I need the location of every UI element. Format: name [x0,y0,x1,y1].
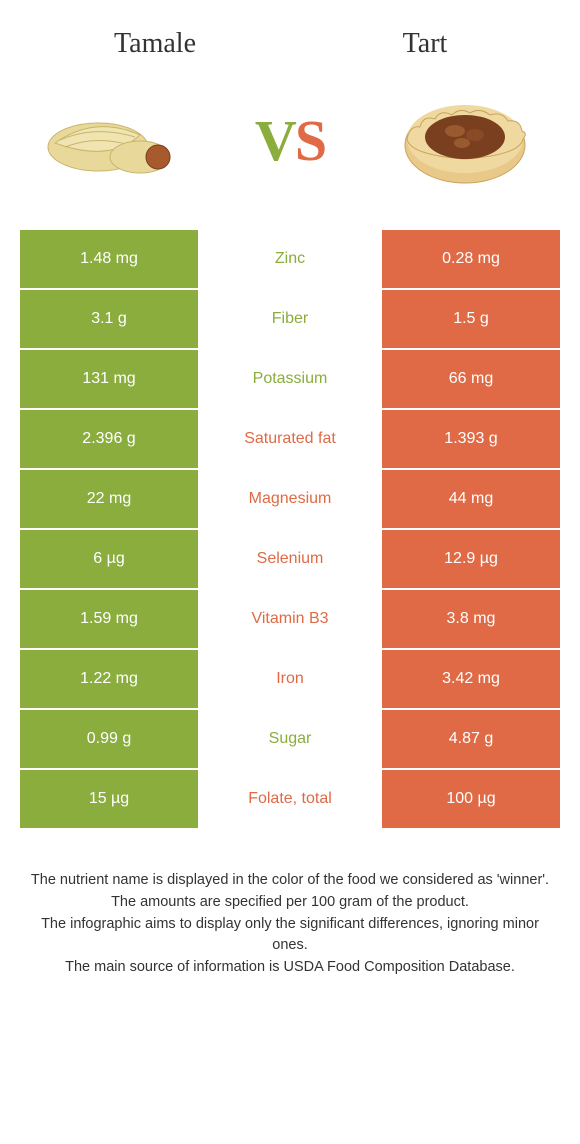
nutrient-name-cell: Fiber [198,290,382,348]
right-food-title: Tart [290,28,560,60]
footer-line: The infographic aims to display only the… [30,914,550,958]
left-value-cell: 131 mg [20,350,198,408]
left-food-title: Tamale [20,28,290,60]
nutrient-name-cell: Potassium [198,350,382,408]
vs-label: VS [255,107,325,174]
infographic-container: Tamale Tart VS [0,0,580,979]
table-row: 0.99 gSugar4.87 g [20,710,560,770]
tart-image [390,80,540,200]
right-value-cell: 0.28 mg [382,230,560,288]
table-row: 1.48 mgZinc0.28 mg [20,230,560,290]
images-row: VS [0,70,580,220]
vs-s: S [295,108,325,173]
tamale-image [40,80,190,200]
table-row: 22 mgMagnesium44 mg [20,470,560,530]
left-value-cell: 1.48 mg [20,230,198,288]
right-value-cell: 3.42 mg [382,650,560,708]
left-value-cell: 6 µg [20,530,198,588]
nutrient-name-cell: Selenium [198,530,382,588]
tart-icon [390,85,540,195]
right-value-cell: 1.393 g [382,410,560,468]
nutrient-name-cell: Saturated fat [198,410,382,468]
table-row: 1.22 mgIron3.42 mg [20,650,560,710]
footer-line: The nutrient name is displayed in the co… [30,870,550,892]
table-row: 15 µgFolate, total100 µg [20,770,560,830]
table-row: 2.396 gSaturated fat1.393 g [20,410,560,470]
footer-line: The amounts are specified per 100 gram o… [30,892,550,914]
vs-v: V [255,108,295,173]
right-value-cell: 3.8 mg [382,590,560,648]
left-value-cell: 15 µg [20,770,198,828]
nutrient-name-cell: Magnesium [198,470,382,528]
header: Tamale Tart [0,0,580,70]
table-row: 6 µgSelenium12.9 µg [20,530,560,590]
left-value-cell: 1.22 mg [20,650,198,708]
right-value-cell: 100 µg [382,770,560,828]
nutrient-name-cell: Folate, total [198,770,382,828]
right-value-cell: 4.87 g [382,710,560,768]
right-value-cell: 1.5 g [382,290,560,348]
footer-line: The main source of information is USDA F… [30,957,550,979]
footer-notes: The nutrient name is displayed in the co… [30,870,550,979]
table-row: 3.1 gFiber1.5 g [20,290,560,350]
nutrient-name-cell: Sugar [198,710,382,768]
tamale-icon [40,85,190,195]
table-row: 131 mgPotassium66 mg [20,350,560,410]
left-value-cell: 3.1 g [20,290,198,348]
right-value-cell: 12.9 µg [382,530,560,588]
nutrient-name-cell: Iron [198,650,382,708]
nutrient-name-cell: Vitamin B3 [198,590,382,648]
table-row: 1.59 mgVitamin B33.8 mg [20,590,560,650]
right-value-cell: 66 mg [382,350,560,408]
left-value-cell: 0.99 g [20,710,198,768]
left-value-cell: 22 mg [20,470,198,528]
left-value-cell: 2.396 g [20,410,198,468]
nutrient-table: 1.48 mgZinc0.28 mg3.1 gFiber1.5 g131 mgP… [20,230,560,830]
right-value-cell: 44 mg [382,470,560,528]
nutrient-name-cell: Zinc [198,230,382,288]
left-value-cell: 1.59 mg [20,590,198,648]
